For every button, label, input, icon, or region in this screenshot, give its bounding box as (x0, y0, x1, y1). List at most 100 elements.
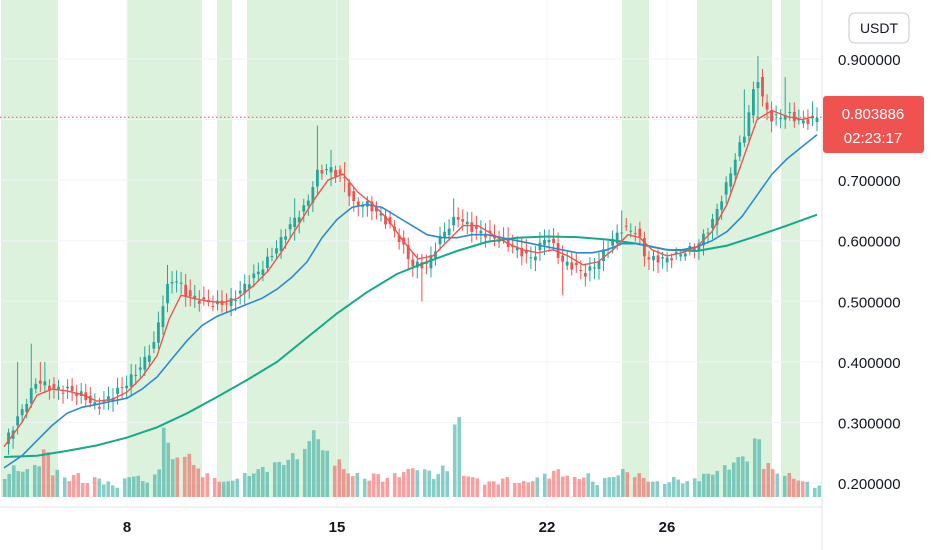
candle-body[interactable] (375, 206, 378, 212)
candle-body[interactable] (747, 112, 751, 137)
candle-body[interactable] (670, 258, 674, 261)
candle-body[interactable] (270, 255, 274, 257)
candle-body[interactable] (629, 230, 633, 232)
candle-body[interactable] (34, 383, 38, 389)
candle-body[interactable] (166, 283, 169, 304)
candle-body[interactable] (424, 263, 428, 265)
candles[interactable] (7, 55, 819, 455)
candle-body[interactable] (352, 191, 356, 202)
candle-body[interactable] (770, 110, 773, 122)
candle-body[interactable] (43, 381, 47, 386)
candle-body[interactable] (320, 170, 324, 174)
candle-body[interactable] (497, 241, 501, 243)
candle-body[interactable] (252, 273, 256, 279)
candle-body[interactable] (184, 284, 188, 297)
candle-body[interactable] (797, 119, 801, 121)
candle-body[interactable] (170, 282, 174, 284)
candle-body[interactable] (692, 247, 696, 251)
candle-body[interactable] (683, 253, 687, 257)
candle-body[interactable] (406, 244, 410, 260)
candle-body[interactable] (75, 392, 79, 396)
candle-body[interactable] (384, 216, 387, 225)
candle-body[interactable] (788, 111, 792, 113)
candle-body[interactable] (529, 257, 533, 259)
candle-body[interactable] (188, 290, 192, 297)
candle-body[interactable] (583, 272, 587, 277)
candle-body[interactable] (733, 159, 737, 176)
candle-body[interactable] (538, 242, 542, 251)
candle-body[interactable] (338, 169, 342, 175)
candle-body[interactable] (197, 300, 201, 304)
candle-body[interactable] (465, 221, 469, 225)
candle-body[interactable] (16, 416, 20, 426)
candle-body[interactable] (515, 247, 519, 251)
candle-body[interactable] (261, 269, 265, 275)
candle-body[interactable] (38, 380, 42, 384)
candle-body[interactable] (461, 219, 465, 222)
candle-body[interactable] (361, 206, 365, 208)
candle-body[interactable] (547, 239, 551, 243)
candle-body[interactable] (474, 226, 478, 229)
candle-body[interactable] (652, 255, 655, 261)
candle-body[interactable] (88, 395, 92, 403)
candle-body[interactable] (774, 114, 778, 116)
candle-body[interactable] (411, 259, 415, 267)
candle-body[interactable] (756, 82, 760, 89)
candle-body[interactable] (661, 257, 664, 259)
candle-body[interactable] (452, 216, 456, 226)
candle-body[interactable] (306, 200, 310, 206)
candle-body[interactable] (7, 432, 10, 445)
candle-body[interactable] (588, 266, 592, 271)
candle-body[interactable] (642, 238, 646, 257)
candle-body[interactable] (61, 392, 65, 394)
candle-body[interactable] (579, 270, 583, 272)
candle-body[interactable] (211, 306, 215, 308)
candle-body[interactable] (70, 385, 74, 391)
candle-body[interactable] (556, 242, 560, 258)
candle-body[interactable] (447, 228, 451, 236)
candle-body[interactable] (157, 322, 160, 343)
candle-body[interactable] (116, 387, 119, 395)
candle-body[interactable] (193, 295, 197, 299)
candle-body[interactable] (801, 120, 805, 124)
candle-body[interactable] (29, 388, 33, 404)
candle-body[interactable] (147, 355, 151, 362)
candle-body[interactable] (311, 186, 315, 203)
candle-body[interactable] (20, 409, 24, 416)
candle-body[interactable] (202, 297, 206, 300)
candle-body[interactable] (552, 238, 555, 244)
candle-body[interactable] (602, 249, 605, 262)
candle-body[interactable] (293, 217, 297, 228)
candle-body[interactable] (297, 217, 301, 223)
candle-body[interactable] (647, 257, 651, 260)
candle-body[interactable] (325, 169, 328, 171)
candle-body[interactable] (633, 233, 637, 235)
candle-body[interactable] (752, 89, 755, 116)
candle-body[interactable] (370, 201, 374, 212)
candle-body[interactable] (66, 386, 69, 389)
candle-body[interactable] (179, 282, 183, 284)
candle-body[interactable] (388, 217, 392, 224)
candle-body[interactable] (420, 262, 424, 269)
candle-body[interactable] (48, 385, 51, 391)
candle-body[interactable] (107, 396, 110, 402)
candle-body[interactable] (443, 231, 446, 239)
candle-body[interactable] (434, 251, 437, 259)
candle-body[interactable] (511, 245, 515, 248)
candle-body[interactable] (520, 247, 524, 257)
candle-body[interactable] (561, 255, 565, 262)
candle-body[interactable] (738, 142, 742, 157)
candle-body[interactable] (134, 374, 138, 376)
candle-body[interactable] (720, 201, 724, 210)
candle-body[interactable] (679, 254, 683, 257)
candle-body[interactable] (593, 267, 596, 269)
candle-body[interactable] (138, 367, 142, 370)
unit-badge[interactable]: USDT (848, 12, 910, 44)
candle-body[interactable] (724, 182, 728, 195)
candle-body[interactable] (524, 249, 528, 254)
candle-body[interactable] (229, 298, 233, 306)
candle-body[interactable] (247, 284, 251, 289)
candle-body[interactable] (638, 228, 642, 237)
